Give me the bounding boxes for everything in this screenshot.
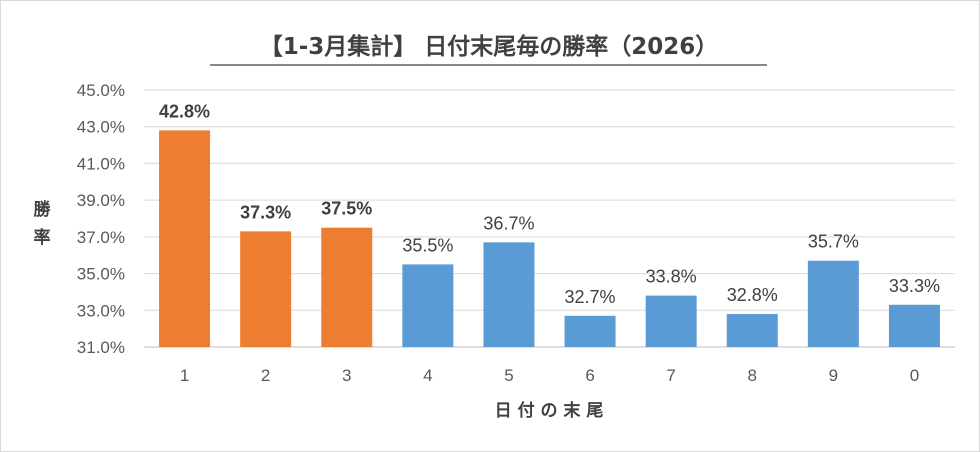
chart-title: 【1-3月集計】 日付末尾毎の勝率（2026） [260,33,719,60]
y-tick-label: 37.0% [77,228,125,247]
y-axis-label-char: 勝 [34,199,52,220]
x-tick-label: 6 [585,366,594,385]
x-tick-label: 2 [261,366,270,385]
y-tick-label: 43.0% [77,118,125,137]
data-label-5: 36.7% [483,213,534,233]
x-tick-label: 9 [829,366,838,385]
data-label-1: 42.8% [159,101,210,121]
data-label-6: 32.7% [565,287,616,307]
y-tick-label: 39.0% [77,191,125,210]
data-label-8: 32.8% [727,285,778,305]
data-label-2: 37.3% [240,202,291,222]
data-label-7: 33.8% [646,267,697,287]
y-tick-label: 41.0% [77,154,125,173]
bar-9 [807,260,859,347]
bar-7 [645,295,697,347]
x-tick-label: 0 [910,366,919,385]
x-tick-label: 4 [423,366,432,385]
x-axis-label: 日 付 の 末 尾 [495,400,604,421]
data-label-3: 37.5% [321,199,372,219]
bar-3 [321,227,373,347]
y-tick-label: 45.0% [77,81,125,100]
x-tick-label: 3 [342,366,351,385]
y-axis-label-char: 率 [34,227,51,248]
data-label-4: 35.5% [402,235,453,255]
x-tick-label: 1 [180,366,189,385]
data-label-0: 33.3% [889,276,940,296]
bar-4 [402,264,454,347]
bar-1 [159,130,211,347]
x-tick-label: 5 [504,366,513,385]
bar-5 [483,242,535,347]
bar-2 [240,231,292,347]
y-tick-label: 35.0% [77,265,125,284]
bar-6 [564,315,616,347]
x-tick-label: 7 [666,366,675,385]
bars [159,130,940,347]
bar-8 [726,313,778,347]
y-axis-ticks: 31.0% 33.0% 35.0% 37.0% 39.0% 41.0% 43.0% 45.0% [77,81,125,357]
y-axis-label: 勝率 [34,199,52,248]
y-tick-label: 31.0% [77,338,125,357]
x-tick-label: 8 [748,366,757,385]
data-label-9: 35.7% [808,232,859,252]
x-axis-ticks: 1 2 3 4 5 6 7 8 9 0 [180,366,919,385]
bar-0 [888,304,940,347]
y-tick-label: 33.0% [77,301,125,320]
data-labels: 42.8% 37.3% 37.5% 35.5% 36.7% 32.7% 33.8% 32.8%… [159,101,940,306]
